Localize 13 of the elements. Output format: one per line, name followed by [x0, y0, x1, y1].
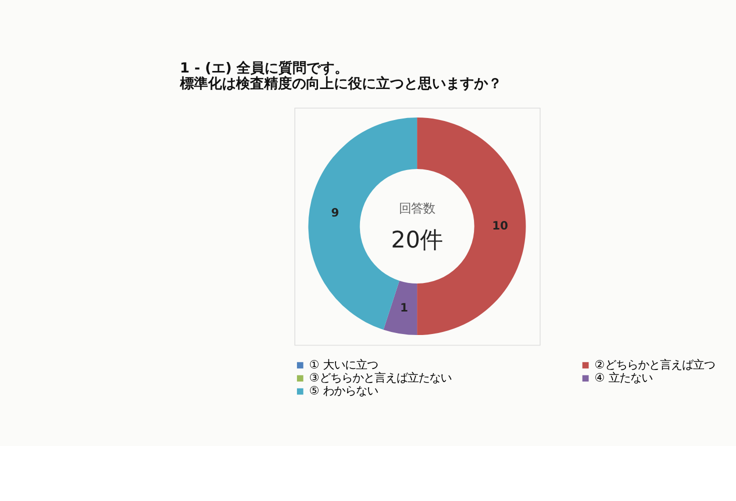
legend-label: ④ 立たない [594, 370, 652, 385]
data-label: 10 [492, 218, 508, 233]
legend-label: ③どちらかと言えば立たない [309, 370, 452, 385]
text: 回答数 [399, 201, 436, 216]
donut-slice [383, 280, 418, 336]
text: 標準化は検査精度の向上に役に立つと思いますか？ [180, 76, 502, 92]
text: 20件 [391, 228, 444, 254]
data-label: 1 [400, 300, 408, 315]
legend-label: ②どちらかと言えば立つ [594, 358, 715, 372]
legend-label: ⑤ わからない [309, 384, 378, 398]
legend-label: ① 大いに立つ [309, 358, 378, 372]
data-label: 9 [331, 206, 340, 220]
text: 1 - (エ) 全員に質問です。 [180, 60, 349, 77]
